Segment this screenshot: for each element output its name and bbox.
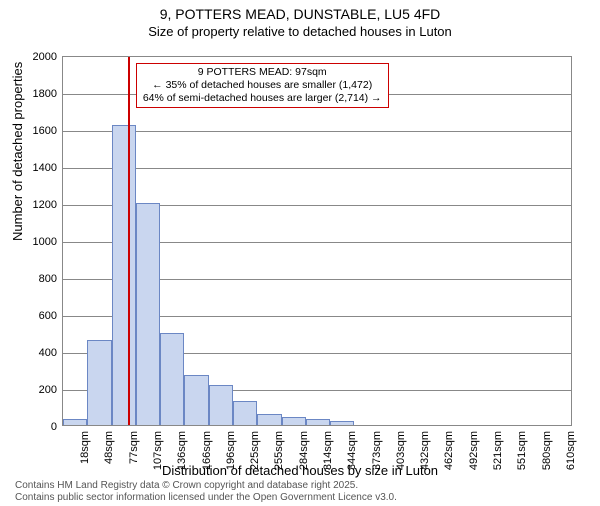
y-tick-label: 400 — [39, 347, 57, 359]
x-axis-label: Distribution of detached houses by size … — [0, 463, 600, 478]
x-tick-label: 18sqm — [79, 431, 91, 464]
y-axis-label: Number of detached properties — [10, 62, 25, 241]
title-block: 9, POTTERS MEAD, DUNSTABLE, LU5 4FD Size… — [0, 6, 600, 39]
x-tick-label: 48sqm — [103, 431, 115, 464]
histogram-bar — [63, 419, 87, 425]
histogram-bar — [233, 401, 257, 425]
grid-line — [63, 168, 571, 169]
histogram-bar — [330, 421, 354, 425]
y-tick-label: 1200 — [33, 199, 57, 211]
histogram-bar — [282, 417, 306, 425]
histogram-bar — [87, 340, 111, 425]
y-tick-label: 0 — [51, 421, 57, 433]
y-tick-label: 1600 — [33, 125, 57, 137]
y-tick-label: 200 — [39, 384, 57, 396]
y-tick-label: 1400 — [33, 162, 57, 174]
histogram-bar — [112, 125, 136, 425]
annotation-line: 9 POTTERS MEAD: 97sqm — [143, 66, 382, 79]
page-subtitle: Size of property relative to detached ho… — [0, 24, 600, 39]
y-tick-label: 1800 — [33, 88, 57, 100]
histogram-bar — [306, 419, 330, 425]
y-tick-label: 600 — [39, 310, 57, 322]
y-tick-label: 800 — [39, 273, 57, 285]
plot-area: 020040060080010001200140016001800200018s… — [62, 56, 572, 426]
histogram-bar — [257, 414, 281, 425]
histogram-bar — [184, 375, 208, 425]
credits: Contains HM Land Registry data © Crown c… — [15, 480, 397, 504]
y-tick-label: 2000 — [33, 51, 57, 63]
grid-line — [63, 131, 571, 132]
histogram-bar — [160, 333, 184, 426]
page-title: 9, POTTERS MEAD, DUNSTABLE, LU5 4FD — [0, 6, 600, 22]
annotation-line: ← 35% of detached houses are smaller (1,… — [143, 79, 382, 92]
chart-wrap: 020040060080010001200140016001800200018s… — [62, 56, 572, 426]
x-tick-label: 77sqm — [128, 431, 140, 464]
y-tick-label: 1000 — [33, 236, 57, 248]
marker-line — [128, 57, 130, 425]
annotation-box: 9 POTTERS MEAD: 97sqm← 35% of detached h… — [136, 63, 389, 108]
credits-line-1: Contains HM Land Registry data © Crown c… — [15, 480, 397, 492]
credits-line-2: Contains public sector information licen… — [15, 492, 397, 504]
annotation-line: 64% of semi-detached houses are larger (… — [143, 92, 382, 105]
histogram-bar — [209, 385, 233, 425]
histogram-bar — [136, 203, 160, 425]
